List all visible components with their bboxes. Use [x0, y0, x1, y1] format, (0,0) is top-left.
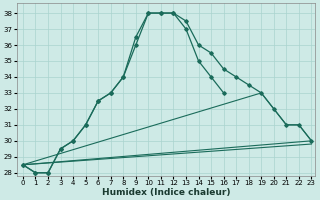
X-axis label: Humidex (Indice chaleur): Humidex (Indice chaleur): [102, 188, 230, 197]
